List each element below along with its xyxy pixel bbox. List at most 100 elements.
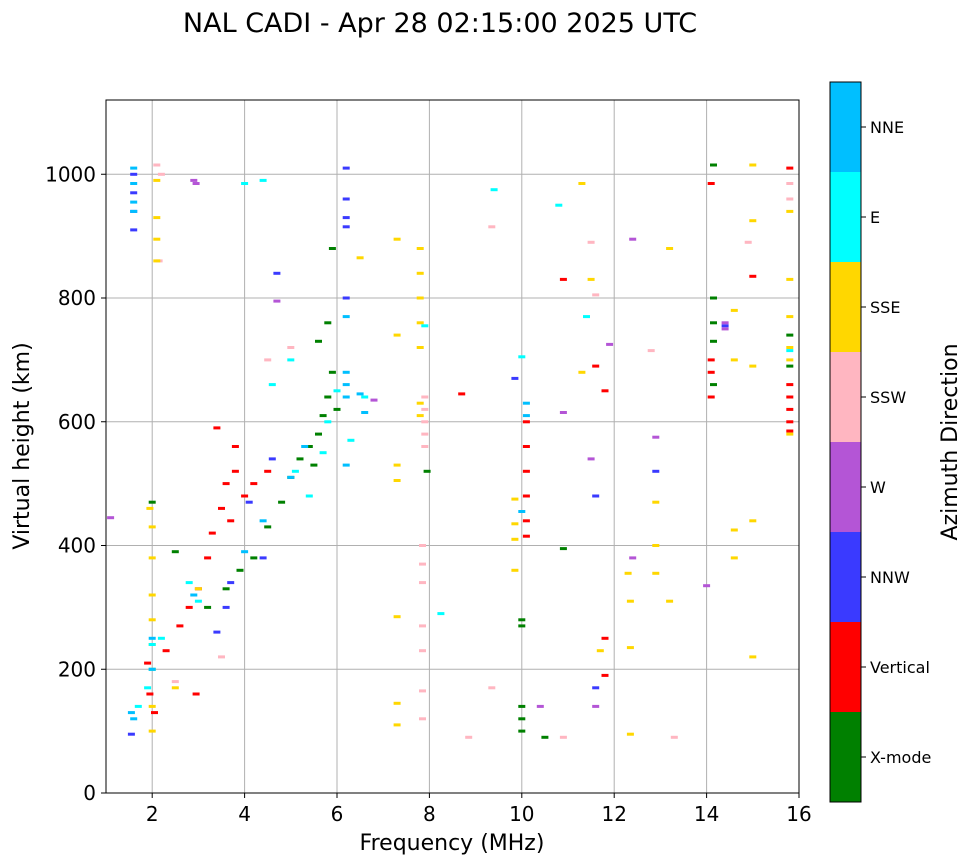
colorbar-segment bbox=[830, 712, 861, 802]
colorbar-label: Azimuth Direction bbox=[938, 343, 963, 540]
point-x-mode bbox=[278, 500, 286, 504]
point-vertical bbox=[601, 389, 609, 393]
point-sse bbox=[587, 277, 595, 281]
point-x-mode bbox=[541, 735, 549, 739]
point-sse bbox=[511, 497, 519, 501]
point-w bbox=[192, 182, 200, 185]
point-ssw bbox=[419, 544, 426, 547]
point-x-mode bbox=[171, 550, 179, 554]
point-w bbox=[559, 411, 567, 414]
point-vertical bbox=[522, 469, 530, 473]
point-nne bbox=[127, 711, 135, 715]
point-nnw bbox=[652, 469, 660, 473]
point-e bbox=[148, 643, 156, 646]
point-vertical bbox=[250, 482, 258, 486]
point-w bbox=[370, 398, 378, 402]
point-sse bbox=[626, 599, 634, 603]
point-sse bbox=[153, 259, 161, 263]
point-e bbox=[490, 188, 498, 192]
x-tick-label: 16 bbox=[786, 802, 811, 826]
point-sse bbox=[666, 599, 674, 603]
point-ssw bbox=[786, 182, 794, 185]
point-e bbox=[347, 438, 355, 442]
point-ssw bbox=[419, 689, 426, 693]
point-sse bbox=[356, 256, 364, 260]
point-x-mode bbox=[222, 587, 230, 591]
point-e bbox=[437, 612, 445, 616]
point-ssw bbox=[587, 240, 595, 244]
point-ssw bbox=[171, 680, 179, 684]
point-sse bbox=[511, 522, 519, 526]
point-w bbox=[273, 299, 281, 303]
point-x-mode bbox=[710, 383, 717, 387]
point-x-mode bbox=[236, 568, 244, 572]
point-e bbox=[333, 389, 341, 393]
colorbar-category-label: NNE bbox=[870, 118, 904, 137]
colorbar-category-label: NNW bbox=[870, 568, 910, 587]
colorbar-segment bbox=[830, 172, 861, 262]
point-sse bbox=[148, 618, 156, 622]
point-vertical bbox=[162, 649, 170, 653]
point-sse bbox=[749, 519, 757, 523]
point-nnw bbox=[342, 225, 350, 229]
point-nne bbox=[259, 519, 267, 523]
colorbar-category-label: W bbox=[870, 478, 886, 497]
point-sse bbox=[393, 237, 401, 241]
y-tick-label: 200 bbox=[58, 657, 96, 681]
point-sse bbox=[393, 701, 401, 705]
x-tick-label: 12 bbox=[601, 802, 626, 826]
colorbar-category-label: Vertical bbox=[870, 658, 930, 677]
point-nne bbox=[190, 593, 198, 597]
point-sse bbox=[786, 315, 794, 319]
point-sse bbox=[511, 537, 519, 541]
point-nnw bbox=[273, 271, 281, 275]
point-vertical bbox=[522, 420, 530, 424]
point-sse bbox=[578, 182, 586, 185]
point-vertical bbox=[522, 494, 530, 498]
point-sse bbox=[749, 655, 757, 659]
point-nnw bbox=[130, 228, 138, 232]
point-sse bbox=[148, 704, 156, 708]
point-nnw bbox=[259, 556, 267, 560]
point-vertical bbox=[707, 182, 715, 185]
point-sse bbox=[749, 163, 757, 167]
point-e bbox=[287, 358, 295, 362]
point-sse bbox=[416, 247, 424, 250]
point-x-mode bbox=[518, 717, 526, 721]
point-nne bbox=[241, 550, 249, 554]
point-ssw bbox=[419, 581, 426, 585]
point-ssw bbox=[421, 432, 429, 436]
point-vertical bbox=[264, 469, 272, 473]
point-e bbox=[786, 349, 794, 353]
point-ssw bbox=[421, 445, 429, 448]
point-w bbox=[592, 704, 600, 708]
point-e bbox=[134, 704, 142, 708]
point-x-mode bbox=[710, 321, 717, 325]
point-vertical bbox=[707, 358, 715, 362]
point-nnw bbox=[342, 216, 350, 220]
point-e bbox=[324, 420, 332, 424]
x-tick-label: 6 bbox=[331, 802, 344, 826]
colorbar-segment bbox=[830, 352, 861, 442]
point-x-mode bbox=[518, 618, 526, 622]
point-nnw bbox=[342, 166, 350, 170]
point-ssw bbox=[421, 420, 429, 424]
point-vertical bbox=[786, 429, 794, 433]
x-tick-label: 10 bbox=[509, 802, 534, 826]
point-vertical bbox=[522, 445, 530, 448]
point-ssw bbox=[421, 407, 429, 411]
point-vertical bbox=[176, 624, 184, 628]
point-vertical bbox=[786, 395, 794, 399]
point-sse bbox=[393, 463, 401, 467]
y-tick-label: 1000 bbox=[45, 162, 96, 186]
point-e bbox=[194, 599, 202, 603]
point-nnw bbox=[130, 172, 138, 176]
point-sse bbox=[153, 216, 161, 220]
point-e bbox=[555, 203, 563, 207]
point-sse bbox=[416, 346, 424, 349]
point-sse bbox=[146, 506, 154, 510]
point-e bbox=[583, 315, 590, 319]
point-vertical bbox=[749, 274, 757, 278]
point-x-mode bbox=[328, 247, 336, 250]
point-vertical bbox=[707, 370, 715, 374]
